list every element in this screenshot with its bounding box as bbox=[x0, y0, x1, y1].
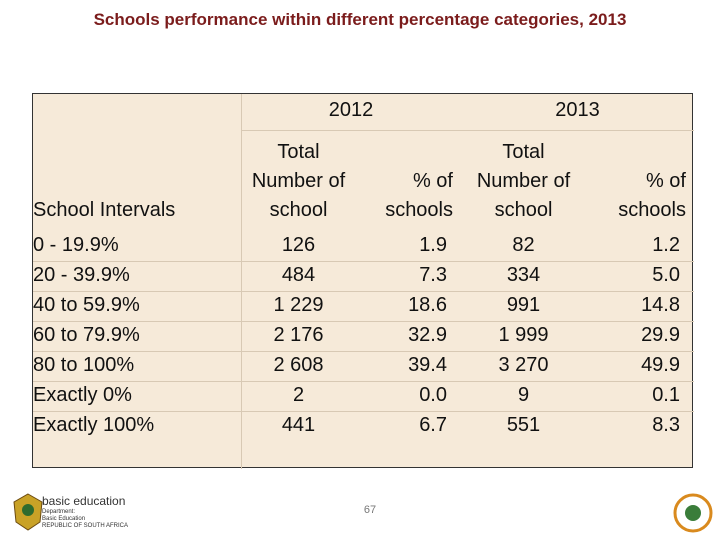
table-cell: 1.2 bbox=[652, 234, 680, 256]
row-separator bbox=[33, 261, 694, 262]
logo-title: basic education bbox=[42, 494, 126, 508]
table-cell: 441 bbox=[281, 414, 316, 436]
column-header: Total Number of school bbox=[251, 141, 346, 221]
row-separator bbox=[33, 381, 694, 382]
table-cell: 2 bbox=[292, 384, 305, 406]
table-cell: 49.9 bbox=[641, 354, 680, 376]
table-cell: 29.9 bbox=[641, 324, 680, 346]
coat-of-arms bbox=[13, 493, 43, 531]
table-cell: 82 bbox=[512, 234, 535, 256]
table-cell: 1 999 bbox=[498, 324, 549, 346]
title: Schools performance within different per… bbox=[93, 10, 627, 29]
row-separator bbox=[33, 411, 694, 412]
table-cell: 0.0 bbox=[419, 384, 447, 406]
row-separator bbox=[33, 291, 694, 292]
year-header: 2012 bbox=[328, 99, 374, 121]
table-cell: 1 229 bbox=[273, 294, 324, 316]
row-label: 0 - 19.9% bbox=[33, 234, 119, 256]
table: 2012 2013 School Intervals Total Number of … bbox=[32, 93, 694, 469]
row-label: Exactly 0% bbox=[33, 384, 132, 406]
row-label: Exactly 100% bbox=[33, 414, 155, 436]
table-cell: 5.0 bbox=[652, 264, 680, 286]
table-cell: 9 bbox=[517, 384, 530, 406]
logo-line: Basic Education bbox=[42, 516, 86, 522]
right-logo bbox=[673, 493, 713, 533]
logo-line: Department: bbox=[42, 509, 76, 515]
table-cell: 2 176 bbox=[273, 324, 324, 346]
table-cell: 8.3 bbox=[652, 414, 680, 436]
logo: basic education Department: Basic Educat… bbox=[8, 490, 158, 534]
column-header: % of schools bbox=[385, 170, 453, 221]
row-label: 40 to 59.9% bbox=[33, 294, 140, 316]
table-cell: 6.7 bbox=[419, 414, 447, 436]
table-cell: 2 608 bbox=[273, 354, 324, 376]
separator bbox=[241, 94, 242, 469]
table-cell: 0.1 bbox=[652, 384, 680, 406]
row-separator bbox=[33, 351, 694, 352]
year-header: 2013 bbox=[555, 99, 600, 121]
page-number: 67 bbox=[363, 504, 377, 516]
column-header: % of schools bbox=[618, 170, 686, 221]
table-cell: 39.4 bbox=[408, 354, 447, 376]
separator bbox=[241, 130, 694, 131]
table-cell: 14.8 bbox=[641, 294, 680, 316]
table-cell: 484 bbox=[281, 264, 316, 286]
column-header: Total Number of school bbox=[476, 141, 571, 221]
table-cell: 18.6 bbox=[408, 294, 447, 316]
table-cell: 991 bbox=[506, 294, 541, 316]
row-separator bbox=[33, 321, 694, 322]
table-cell: 7.3 bbox=[419, 264, 447, 286]
logo-text: Department: Basic Education REPUBLIC OF … bbox=[42, 509, 128, 530]
column-header: School Intervals bbox=[33, 199, 176, 221]
logo-line: REPUBLIC OF SOUTH AFRICA bbox=[42, 523, 129, 529]
row-label: 20 - 39.9% bbox=[33, 264, 130, 286]
table-cell: 1.9 bbox=[419, 234, 447, 256]
table-cell: 3 270 bbox=[498, 354, 549, 376]
row-label: 60 to 79.9% bbox=[33, 324, 140, 346]
table-cell: 32.9 bbox=[408, 324, 447, 346]
table-cell: 551 bbox=[506, 414, 541, 436]
table-cell: 334 bbox=[506, 264, 541, 286]
table-cell: 126 bbox=[281, 234, 316, 256]
row-label: 80 to 100% bbox=[33, 354, 135, 376]
